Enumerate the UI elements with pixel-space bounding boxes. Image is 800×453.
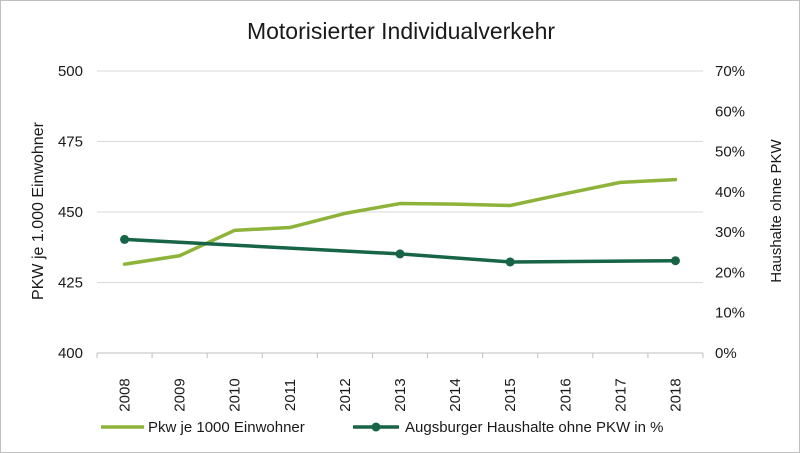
x-tick-label: 2008: [117, 378, 134, 411]
x-tick-label: 2012: [337, 378, 354, 411]
left-tick-label: 450: [58, 204, 83, 221]
x-tick-label: 2010: [227, 378, 244, 411]
series-layer: [120, 177, 680, 267]
series-line-2: [122, 237, 678, 264]
right-tick-label: 30%: [715, 224, 745, 241]
right-tick-label: 20%: [715, 264, 745, 281]
series-marker: [505, 257, 515, 267]
left-tick-label: 500: [58, 63, 83, 80]
x-tick-label: 2017: [612, 378, 629, 411]
right-axis: 0% 10% 20% 30% 40% 50% 60% 70%: [715, 63, 745, 362]
legend-label: Augsburger Haushalte ohne PKW in %: [405, 419, 663, 436]
right-tick-label: 0%: [715, 345, 737, 362]
left-axis: 400 425 450 475 500: [58, 63, 83, 362]
x-tick-label: 2013: [392, 378, 409, 411]
left-tick-label: 475: [58, 134, 83, 151]
right-tick-label: 60%: [715, 103, 745, 120]
series-line-1: [122, 177, 678, 266]
gridlines: [97, 70, 703, 354]
series-marker: [120, 234, 130, 244]
series-marker: [395, 249, 405, 259]
left-tick-label: 400: [58, 345, 83, 362]
right-tick-label: 10%: [715, 305, 745, 322]
x-tick-label: 2009: [172, 378, 189, 411]
left-tick-label: 425: [58, 275, 83, 292]
right-tick-label: 50%: [715, 144, 745, 161]
x-axis: 2008 2009 2010 2011 2012 2013 2014 2015 2016 2017…: [96, 352, 704, 412]
x-tick-label: 2011: [282, 379, 299, 411]
left-axis-title: PKW je 1.000 Einwohner: [30, 121, 47, 300]
series-marker: [670, 256, 680, 266]
x-tick-label: 2015: [502, 378, 519, 411]
right-tick-label: 40%: [715, 184, 745, 201]
x-tick-label: 2018: [667, 378, 684, 411]
right-axis-title: Haushalte ohne PKW: [768, 138, 785, 282]
legend-marker: [371, 422, 381, 432]
x-tick-label: 2016: [557, 378, 574, 411]
x-tick-label: 2014: [447, 378, 464, 411]
legend-label: Pkw je 1000 Einwohner: [148, 419, 305, 436]
legend: Pkw je 1000 Einwohner Augsburger Haushalt…: [101, 419, 663, 436]
right-tick-label: 70%: [715, 63, 745, 80]
chart-title: Motorisierter Individualverkehr: [247, 18, 555, 44]
